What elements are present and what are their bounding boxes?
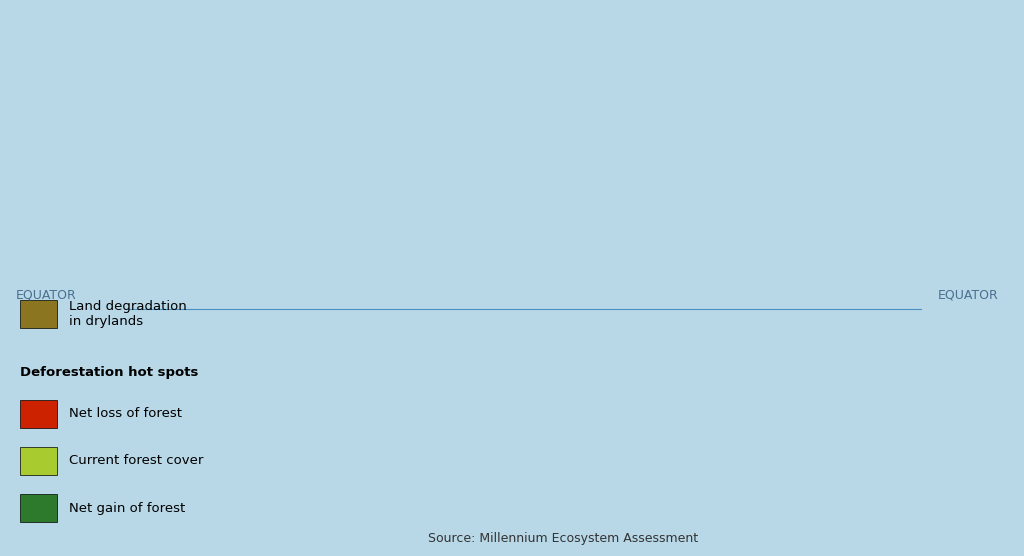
Text: Source: Millennium Ecosystem Assessment: Source: Millennium Ecosystem Assessment [428, 532, 698, 545]
Text: Land degradation
in drylands: Land degradation in drylands [69, 300, 186, 328]
Bar [19, 447, 56, 475]
Text: Deforestation hot spots: Deforestation hot spots [19, 366, 198, 379]
Bar [19, 300, 56, 328]
Text: EQUATOR: EQUATOR [15, 288, 76, 301]
Text: Net gain of forest: Net gain of forest [69, 502, 185, 515]
Bar [19, 494, 56, 522]
Text: Net loss of forest: Net loss of forest [69, 407, 182, 420]
Text: EQUATOR: EQUATOR [938, 288, 998, 301]
Text: Current forest cover: Current forest cover [69, 454, 203, 468]
Bar [19, 400, 56, 428]
